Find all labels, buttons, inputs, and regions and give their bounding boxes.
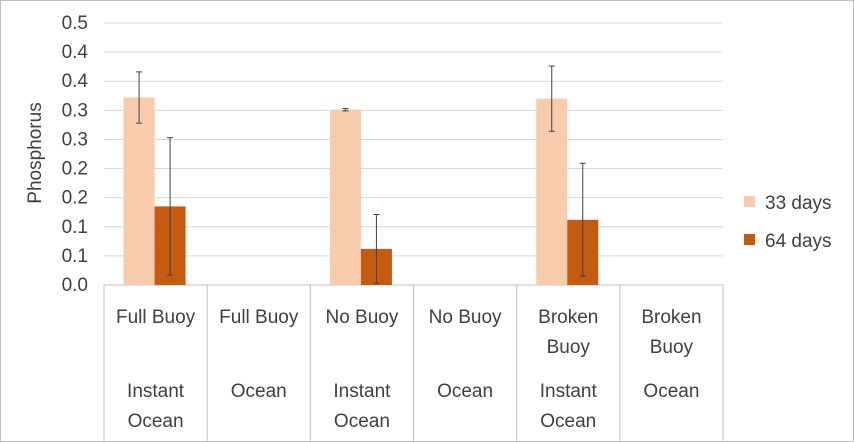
legend-label-33-days: 33 days	[765, 193, 832, 214]
y-tick-label: 0.5	[62, 13, 88, 34]
error-bar	[548, 65, 555, 132]
y-tick-label: 0.2	[62, 188, 88, 209]
legend: 33 days 64 days	[744, 193, 832, 252]
group-label: Instant	[540, 381, 598, 402]
group-label-line2: Ocean	[334, 411, 390, 432]
category-label-line2: Buoy	[650, 337, 694, 358]
x-axis-category-labels: Full Buoy Instant Ocean Full Buoy Ocean No Bu…	[116, 307, 702, 432]
legend-swatch-33-days	[744, 196, 755, 207]
gridlines	[104, 22, 723, 286]
group-label: Ocean	[231, 381, 287, 402]
error-bar	[342, 108, 349, 112]
y-tick-label: 0.3	[62, 100, 88, 121]
y-axis-title: Phosphorus	[25, 102, 46, 203]
legend-swatch-64-days	[744, 234, 755, 245]
bar-33-days	[329, 109, 361, 285]
y-axis-tick-labels: 0.0 0.1 0.1 0.2 0.2 0.3 0.3 0.4 0.4 0.5	[62, 13, 89, 296]
category-label-line2: Buoy	[547, 337, 591, 358]
category-label: Full Buoy	[219, 307, 299, 328]
category-label: No Buoy	[429, 307, 502, 328]
group-label: Instant	[333, 381, 391, 402]
category-label: No Buoy	[325, 307, 398, 328]
category-dividers	[103, 285, 724, 441]
y-tick-label: 0.1	[62, 246, 88, 267]
y-tick-label: 0.2	[62, 159, 88, 180]
error-bar	[579, 162, 586, 277]
y-tick-label: 0.0	[62, 275, 88, 296]
group-label-line2: Ocean	[540, 411, 596, 432]
y-tick-label: 0.3	[62, 129, 88, 150]
category-label: Broken	[538, 307, 598, 328]
group-label-line2: Ocean	[128, 411, 184, 432]
error-bar	[373, 214, 380, 284]
group-label: Ocean	[643, 381, 699, 402]
y-tick-label: 0.4	[62, 71, 89, 92]
group-label: Ocean	[437, 381, 493, 402]
category-label: Broken	[641, 307, 701, 328]
group-label: Instant	[127, 381, 185, 402]
error-bar	[167, 137, 174, 276]
error-bars	[136, 65, 586, 284]
legend-label-64-days: 64 days	[765, 231, 832, 252]
y-tick-label: 0.1	[62, 217, 88, 238]
bars	[123, 97, 599, 285]
bar-33-days	[123, 97, 155, 285]
error-bar	[136, 71, 143, 124]
category-label: Full Buoy	[116, 307, 196, 328]
y-tick-label: 0.4	[62, 42, 89, 63]
